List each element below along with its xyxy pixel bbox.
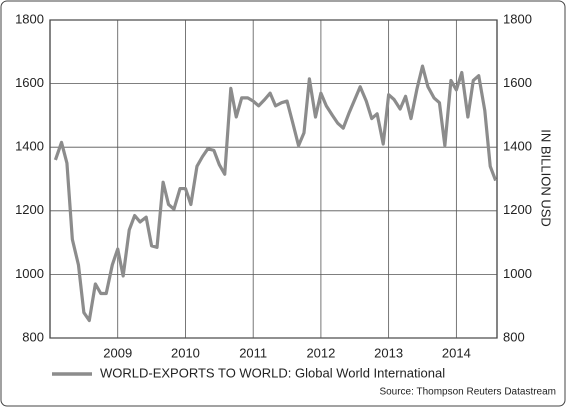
y-tick-label: 1800 bbox=[15, 11, 44, 26]
plot-area bbox=[49, 19, 498, 339]
source: Source: Thompson Reuters Datastream bbox=[379, 387, 556, 398]
line bbox=[53, 64, 498, 323]
y2-tick-label: 1000 bbox=[503, 266, 532, 281]
x-tick-label: 2010 bbox=[171, 345, 200, 360]
legend-label: WORLD-EXPORTS TO WORLD: Global World Int… bbox=[100, 365, 445, 380]
y-tick-label: 800 bbox=[22, 329, 44, 344]
x-tick-label: 2011 bbox=[239, 345, 267, 360]
y-tick-label: 1000 bbox=[15, 266, 44, 281]
x-tick-label: 2014 bbox=[442, 345, 471, 360]
y-tick-label: 1400 bbox=[15, 139, 44, 154]
y-tick-label: 1200 bbox=[15, 202, 44, 217]
y2-tick-label: 1400 bbox=[503, 139, 532, 154]
y2-tick-label: 800 bbox=[503, 329, 525, 344]
x-tick-label: 2012 bbox=[306, 345, 335, 360]
y2-tick-label: 1600 bbox=[503, 75, 532, 90]
y2-tick-label: 1200 bbox=[503, 202, 532, 217]
x-tick-label: 2013 bbox=[374, 345, 403, 360]
x-tick-label: 2009 bbox=[103, 345, 132, 360]
y-axis-label: IN BILLION USD bbox=[539, 129, 554, 227]
y2-tick-label: 1800 bbox=[503, 11, 532, 26]
y-tick-label: 1600 bbox=[15, 75, 44, 90]
